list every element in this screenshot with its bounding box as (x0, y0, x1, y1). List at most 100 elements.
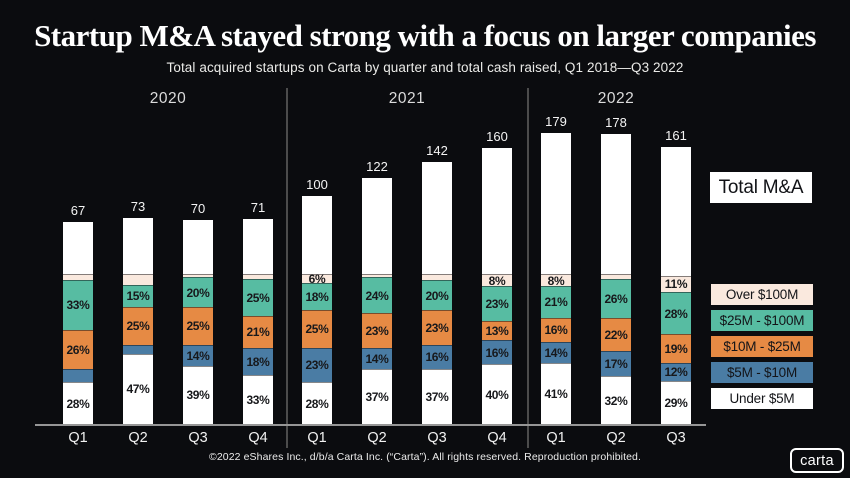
bar-segment-under-5m: 39% (183, 365, 213, 424)
bar-total-label: 142 (426, 143, 448, 159)
year-divider-2020-2021 (286, 88, 288, 448)
bar-segment--25m-100m: 20% (183, 277, 213, 307)
bar-2020-Q1: 33% 26% 28% (63, 222, 93, 424)
bar-segment--25m-100m: 18% (302, 283, 332, 310)
bar-segment-over-100m (422, 274, 452, 280)
x-tick-label: Q1 (307, 430, 327, 446)
bar-segment--5m-10m (63, 368, 93, 382)
x-tick-label: Q3 (666, 430, 686, 446)
bar-segment--5m-10m: 16% (482, 340, 512, 364)
bar-total-label: 178 (605, 114, 627, 130)
bar-segment-under-5m: 47% (123, 353, 153, 424)
x-tick-label: Q2 (606, 430, 626, 446)
bar-segment--25m-100m: 26% (601, 278, 631, 318)
year-label-2020: 2020 (149, 90, 187, 107)
bar-segment--5m-10m: 18% (243, 347, 273, 375)
bar-total-label: 70 (190, 201, 206, 216)
bar-2021-Q4: 8% 23% 13% 16% 40% (482, 148, 512, 424)
bar-2021-Q3: 20% 23% 16% 37% (422, 162, 452, 424)
bar-segment-over-100m (183, 274, 213, 277)
bar-segment--10m-25m: 25% (123, 307, 153, 345)
bar-segment--10m-25m: 16% (541, 317, 571, 342)
bar-segment--5m-10m: 12% (661, 362, 691, 381)
bar-segment-over-100m: 8% (541, 274, 571, 288)
bar-segment-over-100m (362, 274, 392, 277)
total-remainder-segment (183, 220, 213, 274)
bar-total-label: 67 (70, 203, 86, 219)
bar-segment-under-5m: 37% (422, 368, 452, 424)
bar-segment-over-100m: 11% (661, 275, 691, 292)
bar-2022-Q3: 11% 28% 19% 12% 29% (661, 147, 691, 424)
x-tick-label: Q2 (128, 430, 148, 446)
total-remainder-segment (601, 133, 631, 274)
bar-segment-over-100m (243, 274, 273, 279)
legend-total-ma-box: Total M&A (710, 172, 812, 203)
bar-segment--25m-100m: 25% (243, 278, 273, 316)
year-divider-2021-2022 (527, 88, 529, 448)
bar-segment--10m-25m: 26% (63, 329, 93, 369)
legend-tier--25m-100m: $25M - $100M (711, 310, 813, 331)
bar-total-label: 161 (665, 128, 687, 144)
bar-segment-under-5m: 32% (601, 376, 631, 424)
bar-segment--5m-10m: 23% (302, 347, 332, 382)
bar-2022-Q1: 8% 21% 16% 14% 41% (541, 132, 571, 424)
total-remainder-segment (243, 219, 273, 274)
page-title: Startup M&A stayed strong with a focus o… (34, 18, 816, 53)
total-remainder-segment (123, 217, 153, 274)
bar-segment-under-5m: 41% (541, 362, 571, 424)
x-tick-label: Q2 (367, 430, 387, 446)
total-remainder-segment (362, 178, 392, 274)
bar-segment--10m-25m: 25% (302, 310, 332, 348)
bar-2020-Q4: 25% 21% 18% 33% (243, 219, 273, 424)
bar-segment-under-5m: 29% (661, 380, 691, 424)
bar-segment--5m-10m: 14% (541, 341, 571, 363)
bar-segment--10m-25m: 25% (183, 307, 213, 345)
bar-segment--5m-10m: 14% (183, 344, 213, 366)
bar-segment-under-5m: 28% (302, 382, 332, 424)
bar-total-label: 73 (130, 198, 146, 214)
total-remainder-segment (661, 147, 691, 276)
bar-2020-Q2: 15% 25% 47% (123, 217, 153, 424)
total-remainder-segment (422, 162, 452, 274)
bar-segment-under-5m: 28% (63, 382, 93, 424)
bar-segment--25m-100m: 24% (362, 277, 392, 313)
x-tick-label: Q3 (427, 430, 447, 446)
total-remainder-segment (482, 148, 512, 274)
copyright-footer: ©2022 eShares Inc., d/b/a Carta Inc. (“C… (209, 451, 641, 463)
bar-segment--5m-10m: 17% (601, 350, 631, 376)
legend-tier-under-5m: Under $5M (711, 388, 813, 409)
bar-total-label: 122 (366, 159, 388, 175)
legend-tier-over-100m: Over $100M (711, 284, 813, 305)
bar-segment--5m-10m: 16% (422, 344, 452, 369)
bar-segment-under-5m: 37% (362, 368, 392, 424)
bar-2020-Q3: 20% 25% 14% 39% (183, 220, 213, 424)
bar-segment-under-5m: 33% (243, 374, 273, 424)
carta-logo: carta (790, 448, 844, 473)
x-axis-line (35, 424, 706, 426)
bar-total-label: 160 (486, 129, 508, 144)
bar-segment-over-100m: 6% (302, 272, 332, 286)
bar-segment--10m-25m: 22% (601, 317, 631, 351)
bar-segment--5m-10m (123, 344, 153, 354)
bar-segment--5m-10m: 14% (362, 347, 392, 369)
bar-segment--25m-100m: 28% (661, 292, 691, 334)
bar-segment-over-100m (123, 274, 153, 285)
x-tick-label: Q4 (487, 430, 507, 446)
bar-segment--25m-100m: 23% (482, 286, 512, 321)
bar-total-label: 179 (545, 113, 567, 129)
bar-segment-over-100m: 8% (482, 274, 512, 288)
page-subtitle: Total acquired startups on Carta by quar… (166, 60, 684, 75)
bar-segment--10m-25m: 13% (482, 320, 512, 340)
bar-total-label: 71 (250, 200, 266, 216)
bar-segment-over-100m (601, 274, 631, 279)
bar-segment-under-5m: 40% (482, 364, 512, 424)
bar-segment--10m-25m: 23% (362, 313, 392, 348)
bar-segment--10m-25m: 21% (243, 316, 273, 348)
bar-segment--25m-100m: 21% (541, 286, 571, 318)
legend-tier-list: Over $100M $25M - $100M $10M - $25M $5M - $… (711, 284, 813, 409)
bar-segment--25m-100m: 20% (422, 280, 452, 310)
bar-2021-Q2: 24% 23% 14% 37% (362, 178, 392, 424)
year-label-2021: 2021 (388, 90, 426, 107)
x-tick-label: Q1 (68, 430, 88, 446)
